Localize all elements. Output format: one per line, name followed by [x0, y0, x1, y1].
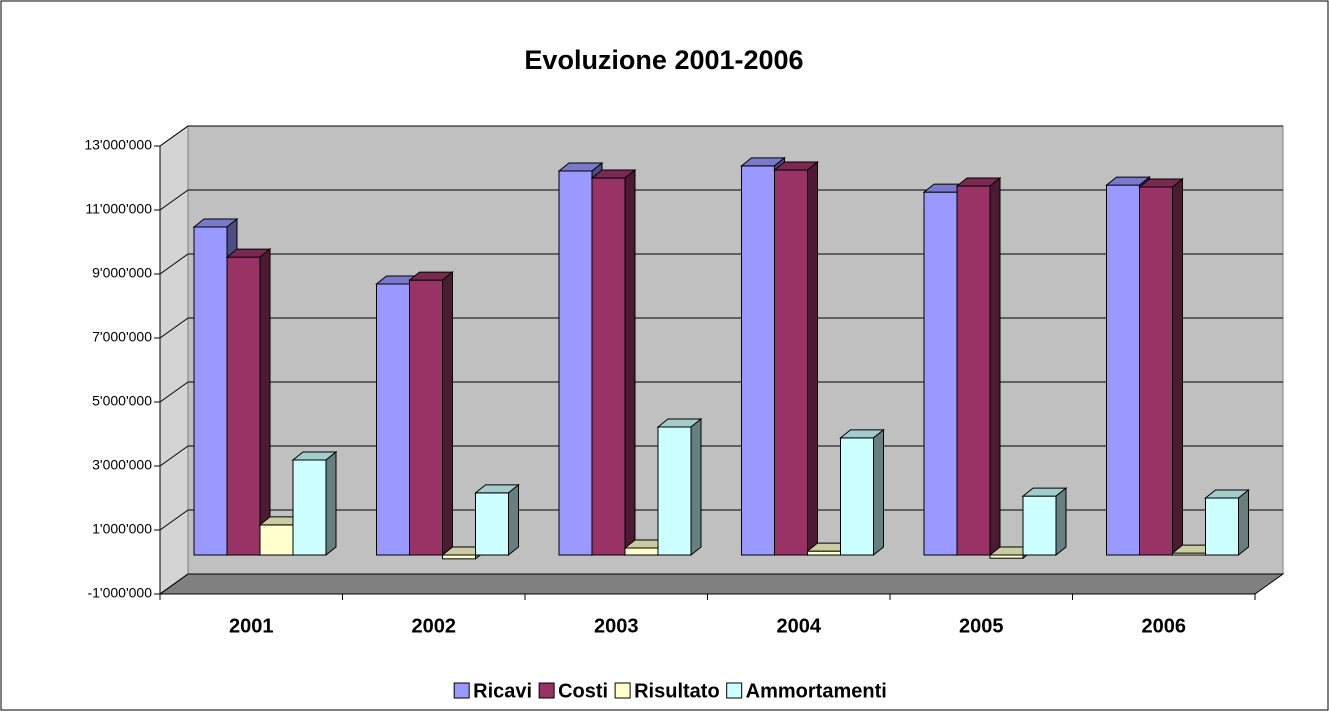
- bar: [1138, 177, 1184, 557]
- bar-front: [475, 492, 509, 556]
- bar-side: [807, 160, 818, 557]
- grid-line-side: [159, 317, 189, 339]
- y-tick-label: 3'000'000: [92, 457, 152, 473]
- y-tick-label: 11'000'000: [85, 201, 152, 217]
- x-tick-label: 2002: [412, 615, 457, 637]
- bar-side: [1055, 487, 1067, 557]
- bar-front: [624, 547, 659, 556]
- bar-side: [873, 428, 884, 557]
- grid-line-side: [159, 445, 189, 467]
- bar-front: [1106, 184, 1140, 556]
- bar: [474, 483, 520, 557]
- bar: [839, 428, 885, 557]
- legend-swatch: [614, 682, 631, 699]
- legend-label: Costi: [558, 680, 608, 702]
- bar-front: [259, 524, 294, 556]
- grid-line-side: [159, 509, 189, 531]
- floor: [158, 573, 1285, 595]
- bar-side: [508, 483, 519, 557]
- bar-front: [1205, 497, 1239, 556]
- bar-front: [292, 459, 327, 556]
- y-tick-label: -1'000'000: [87, 585, 152, 601]
- bar-front: [1022, 495, 1057, 556]
- legend-swatch: [538, 682, 555, 699]
- legend-label: Ricavi: [473, 680, 532, 702]
- y-tick-label: 1'000'000: [92, 521, 152, 537]
- bar-front: [657, 426, 692, 556]
- x-tick-label: 2005: [959, 615, 1004, 637]
- x-tick-label: 2003: [594, 615, 639, 637]
- y-tick-label: 9'000'000: [92, 265, 152, 281]
- bar: [1021, 487, 1068, 557]
- legend-label: Risultato: [634, 680, 720, 702]
- bar-side: [442, 271, 453, 557]
- bar: [225, 248, 272, 557]
- grid-line-side: [159, 189, 189, 211]
- bar: [408, 271, 454, 557]
- y-tick-label: 13'000'000: [84, 137, 152, 153]
- bar-front: [591, 177, 626, 556]
- legend-swatch: [453, 682, 470, 699]
- x-tick-label: 2004: [777, 615, 822, 637]
- y-tick-label: 5'000'000: [92, 393, 152, 409]
- bar-front: [923, 191, 958, 556]
- bar-front: [376, 283, 410, 556]
- x-tick-label: 2006: [1142, 615, 1187, 637]
- bar-front: [807, 550, 841, 556]
- grid-line-side: [159, 125, 189, 147]
- bar-front: [840, 437, 874, 556]
- bar-front: [193, 226, 228, 556]
- bar-side: [624, 168, 636, 557]
- chart-title: Evoluzione 2001-2006: [524, 45, 803, 75]
- bar-front: [956, 185, 991, 556]
- bar-front: [741, 165, 775, 556]
- bar-front: [409, 279, 443, 556]
- bar-front: [558, 170, 593, 556]
- bar-front: [226, 256, 261, 556]
- bar-side: [1172, 177, 1183, 557]
- x-tick-label: 2001: [229, 615, 274, 637]
- bar: [291, 450, 338, 557]
- bar-side: [989, 176, 1001, 557]
- bar: [1204, 488, 1250, 557]
- bar-front: [774, 169, 808, 556]
- side-wall: [159, 125, 189, 595]
- y-tick-label: 7'000'000: [92, 329, 152, 345]
- bar: [656, 417, 703, 557]
- bar: [773, 160, 819, 557]
- bar: [590, 168, 637, 557]
- bar-side: [325, 450, 337, 557]
- legend-swatch: [726, 682, 743, 699]
- legend-label: Ammortamenti: [746, 680, 887, 702]
- bar-side: [259, 248, 271, 557]
- bar-side: [1238, 488, 1249, 557]
- grid-line-side: [159, 381, 189, 403]
- grid-line-side: [159, 573, 189, 595]
- bar-front: [442, 554, 476, 560]
- bar-side: [690, 417, 702, 557]
- bar: [955, 176, 1002, 557]
- grid-line-side: [159, 253, 189, 275]
- bar-front: [1139, 186, 1173, 556]
